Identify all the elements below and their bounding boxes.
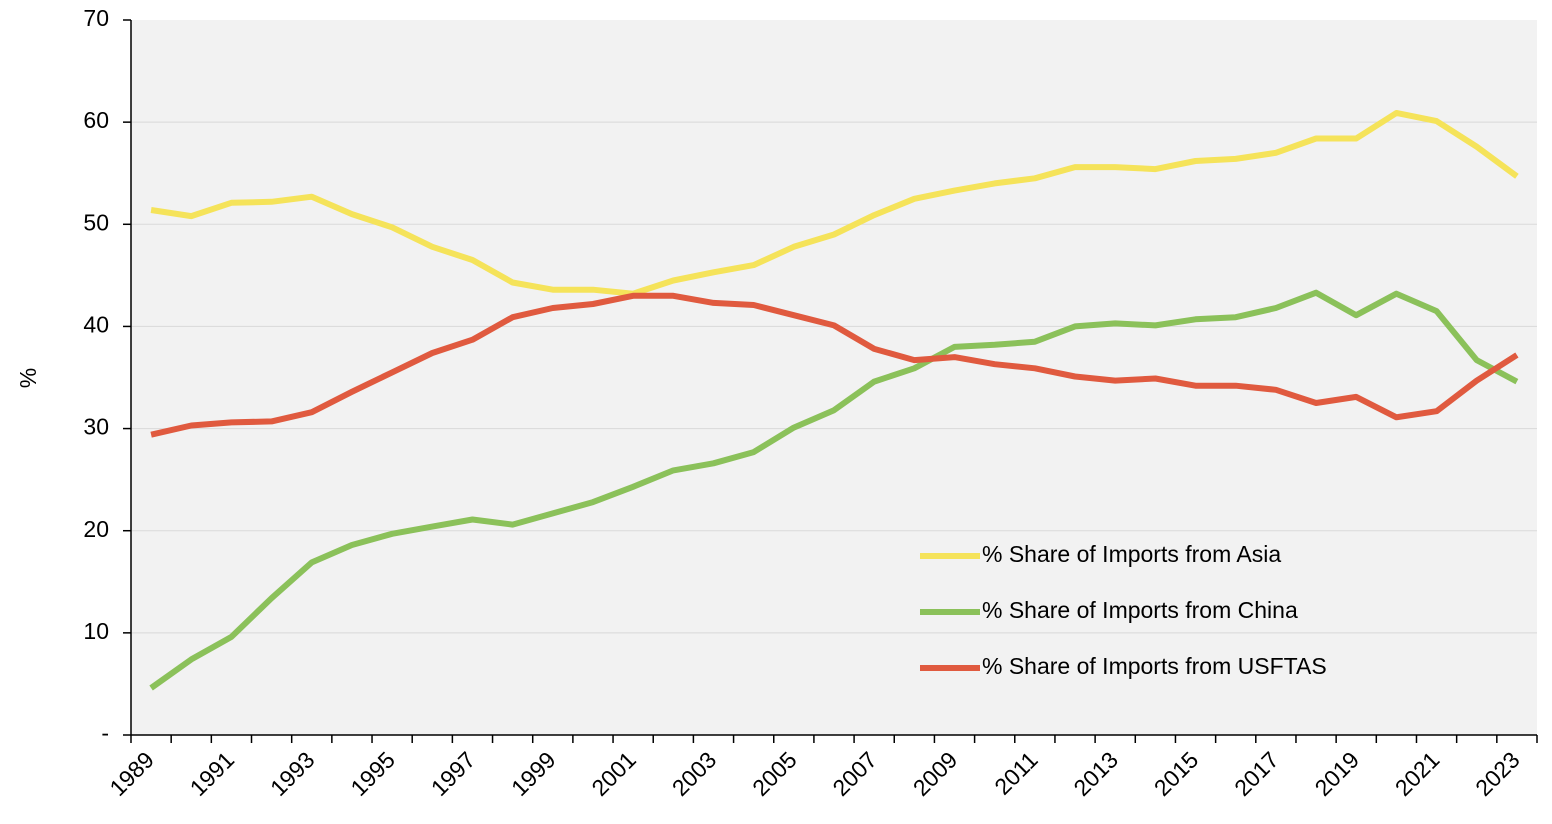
y-tick-label: 70 <box>83 5 109 31</box>
x-tick-label: 2021 <box>1390 746 1445 801</box>
y-tick-label: 50 <box>83 209 109 235</box>
x-tick-label: 2011 <box>989 746 1042 799</box>
legend-label: % Share of Imports from Asia <box>982 541 1281 567</box>
legend-label: % Share of Imports from USFTAS <box>982 653 1327 679</box>
x-tick-label: 2003 <box>667 746 722 801</box>
x-tick-label: 1991 <box>185 746 240 801</box>
x-tick-label: 1995 <box>345 746 400 801</box>
x-tick-label: 1989 <box>104 746 159 801</box>
x-tick-label: 1997 <box>426 746 481 801</box>
x-tick-label: 2007 <box>827 746 882 801</box>
y-tick-label: - <box>101 720 109 746</box>
x-tick-label: 2017 <box>1229 746 1284 801</box>
y-tick-label: 40 <box>83 312 109 338</box>
x-tick-label: 2015 <box>1149 746 1204 801</box>
series-line <box>149 289 1519 691</box>
x-tick-label: 2023 <box>1470 746 1525 801</box>
x-tick-label: 2013 <box>1068 746 1123 801</box>
series-line <box>150 110 1519 297</box>
x-tick-label: 2019 <box>1309 746 1364 801</box>
x-tick-label: 2009 <box>908 746 963 801</box>
x-tick-label: 1993 <box>265 746 320 801</box>
series-line <box>150 292 1519 438</box>
y-tick-label: 10 <box>83 618 109 644</box>
legend-label: % Share of Imports from China <box>982 597 1298 623</box>
y-tick-label: 60 <box>83 107 109 133</box>
y-axis-label: % <box>15 368 41 388</box>
x-tick-label: 1999 <box>506 746 561 801</box>
x-tick-label: 2005 <box>747 746 802 801</box>
plot-area <box>131 20 1537 735</box>
x-tick-label: 2001 <box>586 746 641 801</box>
y-tick-label: 30 <box>83 414 109 440</box>
y-tick-label: 20 <box>83 516 109 542</box>
